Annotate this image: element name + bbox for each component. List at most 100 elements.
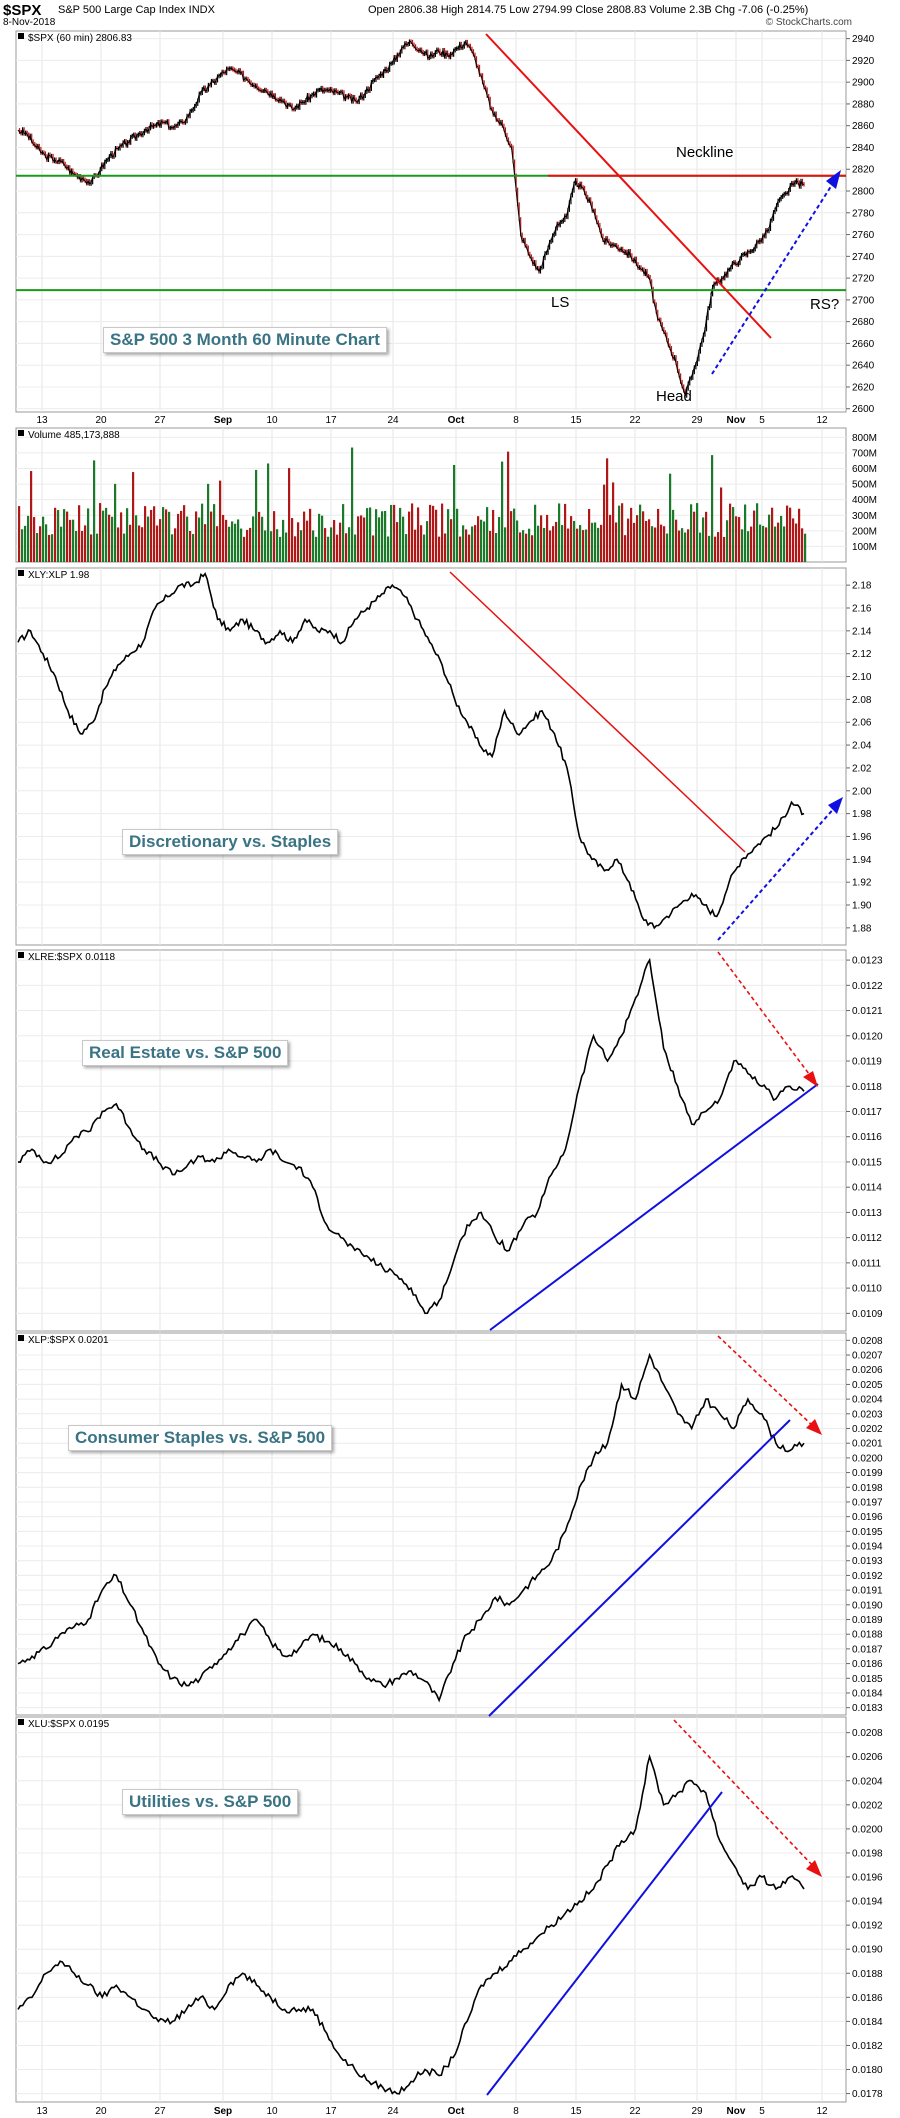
- volume-bar: [714, 536, 717, 562]
- volume-bar: [573, 520, 576, 562]
- arrowhead: [828, 797, 843, 814]
- volume-bar: [432, 505, 435, 562]
- x-tick-label-top: 10: [266, 415, 278, 426]
- projection-arrow: [717, 951, 813, 1079]
- volume-bar: [462, 525, 465, 562]
- y-tick-label: 0.0180: [852, 2065, 883, 2076]
- volume-bar: [39, 526, 42, 562]
- y-tick-label: 2860: [852, 121, 875, 132]
- volume-bar: [471, 526, 474, 562]
- volume-bar: [759, 524, 762, 562]
- y-tick-label: 0.0203: [852, 1409, 883, 1420]
- volume-bar: [657, 508, 660, 562]
- volume-bar: [192, 534, 195, 562]
- y-tick-label: 0.0117: [852, 1107, 882, 1118]
- x-tick-label-top: 13: [36, 415, 48, 426]
- symbol-name: S&P 500 Large Cap Index INDX: [58, 4, 215, 16]
- volume-bar: [255, 469, 258, 562]
- downtrend-line: [485, 33, 772, 339]
- x-tick-label-top: 8: [513, 415, 519, 426]
- volume-bar: [282, 519, 285, 562]
- y-tick-label: 2740: [852, 252, 875, 263]
- volume-bar: [138, 525, 141, 562]
- y-tick-label: 0.0182: [852, 2041, 883, 2052]
- volume-bar: [621, 503, 624, 562]
- y-tick-label: 0.0190: [852, 1600, 883, 1611]
- y-tick-label: 0.0202: [852, 1800, 883, 1811]
- y-tick-label: 2620: [852, 382, 875, 393]
- y-tick-label: 2720: [852, 274, 875, 285]
- volume-bar: [582, 530, 585, 562]
- volume-bar: [357, 516, 360, 562]
- y-tick-label: 0.0122: [852, 981, 883, 992]
- y-tick-label: 2940: [852, 34, 875, 45]
- volume-bar: [36, 533, 39, 562]
- volume-bar: [465, 529, 468, 562]
- volume-bar: [627, 518, 630, 562]
- y-tick-label: 0.0114: [852, 1183, 882, 1194]
- volume-bar: [189, 530, 192, 562]
- volume-bar: [213, 504, 216, 562]
- volume-bar: [21, 529, 24, 562]
- legend-label: Volume 485,173,888: [28, 430, 120, 441]
- volume-bar: [687, 529, 690, 562]
- panel-frame: [15, 1332, 847, 1716]
- volume-bar: [771, 507, 774, 562]
- volume-bar: [159, 519, 162, 562]
- uptrend-line: [486, 1791, 723, 2096]
- symbol: $SPX: [3, 2, 42, 19]
- volume-bar: [396, 522, 399, 562]
- y-tick-label: 0.0201: [852, 1439, 883, 1450]
- x-tick-label-top: Sep: [214, 415, 232, 426]
- series-line: [17, 572, 805, 930]
- volume-bar: [372, 535, 375, 562]
- volume-bar: [492, 510, 495, 562]
- volume-bar: [708, 535, 711, 562]
- volume-bar: [417, 507, 420, 562]
- y-tick-label: 2.10: [852, 672, 872, 683]
- y-tick-label: 300M: [852, 511, 877, 522]
- volume-bar: [615, 522, 618, 562]
- volume-bar: [285, 532, 288, 562]
- y-tick-label: 0.0178: [852, 2089, 883, 2100]
- volume-bar: [249, 527, 252, 562]
- volume-bar: [18, 506, 21, 562]
- arrowhead: [806, 1860, 822, 1877]
- volume-bar: [732, 507, 735, 562]
- chart-header: $SPX S&P 500 Large Cap Index INDX 8-Nov-…: [0, 0, 900, 30]
- volume-bar: [798, 508, 801, 562]
- y-tick-label: 0.0189: [852, 1615, 883, 1626]
- volume-bar: [717, 532, 720, 562]
- volume-bar: [588, 508, 591, 562]
- volume-bar: [366, 508, 369, 562]
- volume-bar: [606, 458, 609, 562]
- volume-bar: [288, 468, 291, 562]
- volume-bar: [102, 510, 105, 562]
- volume-bar: [390, 504, 393, 562]
- volume-bar: [711, 455, 714, 562]
- volume-bar: [483, 521, 486, 562]
- volume-bar: [642, 511, 645, 562]
- volume-bar: [438, 536, 441, 562]
- y-tick-label: 0.0113: [852, 1208, 882, 1219]
- volume-bar: [720, 487, 723, 562]
- volume-bar: [762, 525, 765, 562]
- y-tick-label: 1.94: [852, 855, 872, 866]
- volume-bar: [228, 526, 231, 562]
- y-tick-label: 1.96: [852, 832, 872, 843]
- x-tick-label-top: Nov: [727, 415, 746, 426]
- volume-bar: [651, 526, 654, 562]
- volume-bar: [459, 536, 462, 562]
- y-tick-label: 100M: [852, 542, 877, 553]
- volume-bar: [672, 509, 675, 562]
- volume-bar: [576, 528, 579, 562]
- volume-bar: [369, 507, 372, 562]
- legend-marker: [18, 570, 24, 576]
- y-tick-label: 0.0192: [852, 1921, 883, 1932]
- y-tick-label: 0.0208: [852, 1336, 883, 1347]
- volume-bar: [363, 517, 366, 562]
- series-line: [17, 40, 805, 396]
- x-tick-label-top: 29: [691, 415, 703, 426]
- annotation-rs: RS?: [810, 296, 839, 313]
- y-tick-label: 0.0196: [852, 1512, 883, 1523]
